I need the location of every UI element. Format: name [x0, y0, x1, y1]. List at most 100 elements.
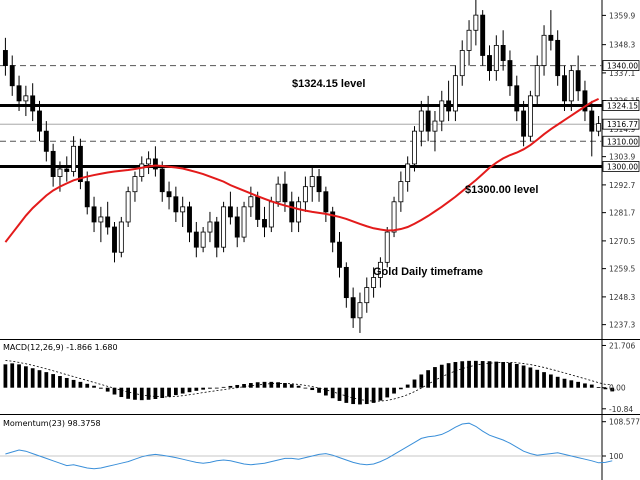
candle-body [316, 176, 322, 193]
macd-bar [405, 384, 410, 388]
macd-bar [494, 361, 499, 388]
macd-bar [283, 383, 287, 388]
candle-body [262, 219, 267, 228]
macd-tick-label: 21.706 [609, 341, 635, 350]
macd-bar [569, 380, 574, 388]
price-tick-label: 1237.3 [609, 321, 635, 330]
macd-bar [98, 387, 103, 389]
candle-body [57, 168, 63, 177]
candle-body [384, 231, 390, 263]
candle-body [166, 191, 172, 198]
macd-tick-label: 0.00 [609, 384, 626, 393]
macd-bar [419, 374, 424, 388]
macd-bar [51, 374, 56, 388]
candle-body [173, 196, 179, 213]
macd-bar [487, 361, 492, 388]
price-tag-label: 1300.00 [607, 162, 638, 171]
macd-bar [562, 378, 567, 388]
candle-body [459, 50, 465, 77]
candle-body [2, 50, 8, 66]
price-tag-label: 1310.00 [607, 137, 638, 146]
candle-body [152, 158, 158, 170]
candle-body [480, 14, 486, 56]
macd-bar [542, 372, 546, 388]
candle-body [43, 130, 49, 152]
macd-bar [3, 364, 8, 388]
candle-body [132, 176, 138, 193]
momentum-tick-label: 100 [609, 452, 624, 461]
candle-body [412, 130, 417, 165]
macd-bar [112, 387, 117, 395]
candle-body [507, 60, 513, 87]
macd-bar [398, 387, 403, 390]
candle-body [439, 100, 445, 122]
macd-bar [23, 366, 28, 388]
candle-body [98, 216, 104, 223]
macd-bar [235, 384, 240, 388]
candle-body [255, 196, 261, 220]
momentum-label: Momentum(23) 98.3758 [3, 419, 101, 428]
candle-body [214, 221, 220, 248]
candle-body [9, 65, 15, 87]
macd-bar [344, 387, 349, 403]
candle-body [23, 95, 29, 102]
macd-bar [167, 387, 171, 397]
price-tag-box [602, 135, 640, 147]
candle-body [432, 120, 438, 132]
macd-bar [289, 384, 294, 388]
macd-bar [589, 384, 594, 388]
candle-body [343, 266, 349, 299]
candle-body [125, 191, 131, 223]
macd-pane [3, 360, 615, 405]
macd-bar [508, 362, 512, 388]
macd-bar [214, 387, 219, 389]
candle-body [77, 145, 83, 183]
candle-body [377, 261, 383, 278]
candle-body [234, 216, 240, 238]
candle-body [364, 287, 370, 304]
candle-body [84, 181, 90, 208]
candle-body [589, 110, 595, 132]
candle-body [514, 85, 520, 112]
candle-body [568, 70, 574, 102]
candle-body [337, 241, 342, 268]
candle-body [91, 206, 97, 223]
candle-body [473, 14, 479, 31]
macd-bar [303, 387, 308, 389]
candle-body [487, 55, 492, 72]
candle-body [16, 85, 22, 102]
price-tick-label: 1281.7 [609, 209, 635, 218]
candle-body [30, 95, 36, 112]
macd-bar [467, 360, 471, 388]
macd-bar [514, 363, 519, 388]
price-tag-box [602, 118, 640, 130]
price-tag-label: 1340.00 [607, 62, 638, 71]
macd-bar [17, 364, 21, 388]
candle-body [146, 158, 152, 165]
candle-body [275, 183, 281, 203]
candle-body [268, 201, 274, 228]
macd-bar [37, 370, 42, 388]
price-tag-box [602, 100, 640, 111]
candle-body [350, 297, 356, 319]
candle-body [227, 206, 233, 218]
candle-body [289, 201, 295, 223]
macd-tick-label: -10.84 [609, 405, 633, 414]
candle-body [357, 302, 363, 319]
macd-bar [248, 383, 253, 388]
candle-body [575, 70, 581, 92]
candle-body [541, 34, 547, 66]
candle-body [221, 206, 227, 248]
macd-bar [473, 360, 478, 388]
candle-body [139, 163, 145, 177]
candle-body [466, 29, 472, 51]
macd-bar [501, 362, 506, 388]
macd-bar [201, 387, 206, 390]
candle-body [391, 201, 397, 233]
candle-body [200, 231, 206, 248]
price-tag-box [602, 60, 640, 71]
macd-bar [412, 379, 417, 388]
price-tick-label: 1259.5 [609, 265, 635, 274]
macd-bar [521, 365, 526, 388]
